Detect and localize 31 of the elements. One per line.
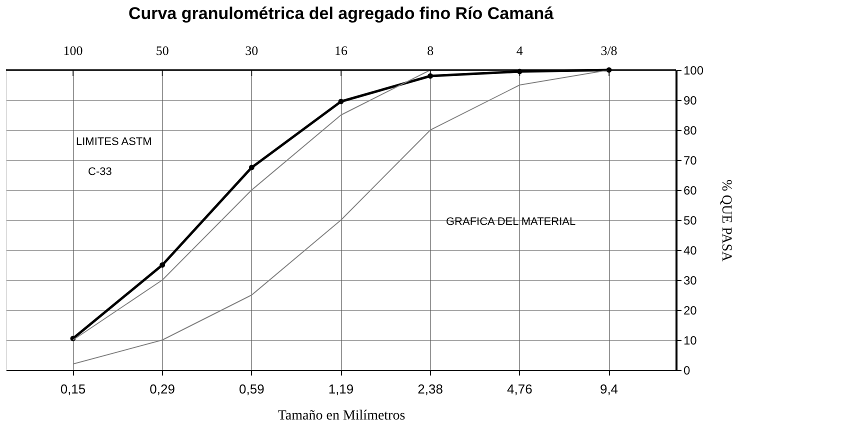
chart-title: Curva granulométrica del agregado fino Río Camaná [128, 4, 554, 23]
text: 16 [334, 43, 348, 58]
text: 50 [156, 43, 169, 58]
y-tick-label: 100 [684, 64, 704, 78]
annotation: GRAFICA DEL MATERIAL [446, 216, 576, 228]
y-tick-label: 70 [684, 154, 698, 168]
x-axis-title: Tamaño en Milímetros [278, 408, 406, 424]
x-tick-label: 0,15 [60, 382, 86, 396]
y-tick-label: 30 [684, 274, 698, 288]
x-tick-label: 0,29 [150, 382, 175, 396]
x-tick-label: 9,4 [600, 382, 618, 396]
text: 100 [63, 43, 83, 58]
y-tick-label: 0 [684, 364, 690, 378]
annotation: LIMITES ASTM [76, 136, 152, 148]
text: 30 [245, 43, 258, 58]
x-tick-label: 2,38 [418, 382, 443, 396]
y-tick-label: 50 [684, 214, 698, 228]
x-tick-label: 1,19 [328, 382, 354, 396]
annotation: C-33 [88, 166, 112, 178]
y-tick-label: 60 [684, 184, 698, 198]
x-tick-label: 4,76 [507, 382, 532, 396]
y-tick-label: 10 [684, 334, 698, 348]
y-tick-label: 40 [684, 244, 698, 258]
text: 8 [427, 43, 434, 58]
y-tick-label: 80 [684, 124, 698, 138]
y-axis-title: % QUE PASA [718, 180, 734, 262]
text: 3/8 [600, 43, 618, 58]
y-tick-label: 20 [684, 304, 698, 318]
text: 4 [516, 43, 524, 58]
y-tick-label: 90 [684, 94, 698, 108]
x-tick-label: 0,59 [239, 382, 264, 396]
